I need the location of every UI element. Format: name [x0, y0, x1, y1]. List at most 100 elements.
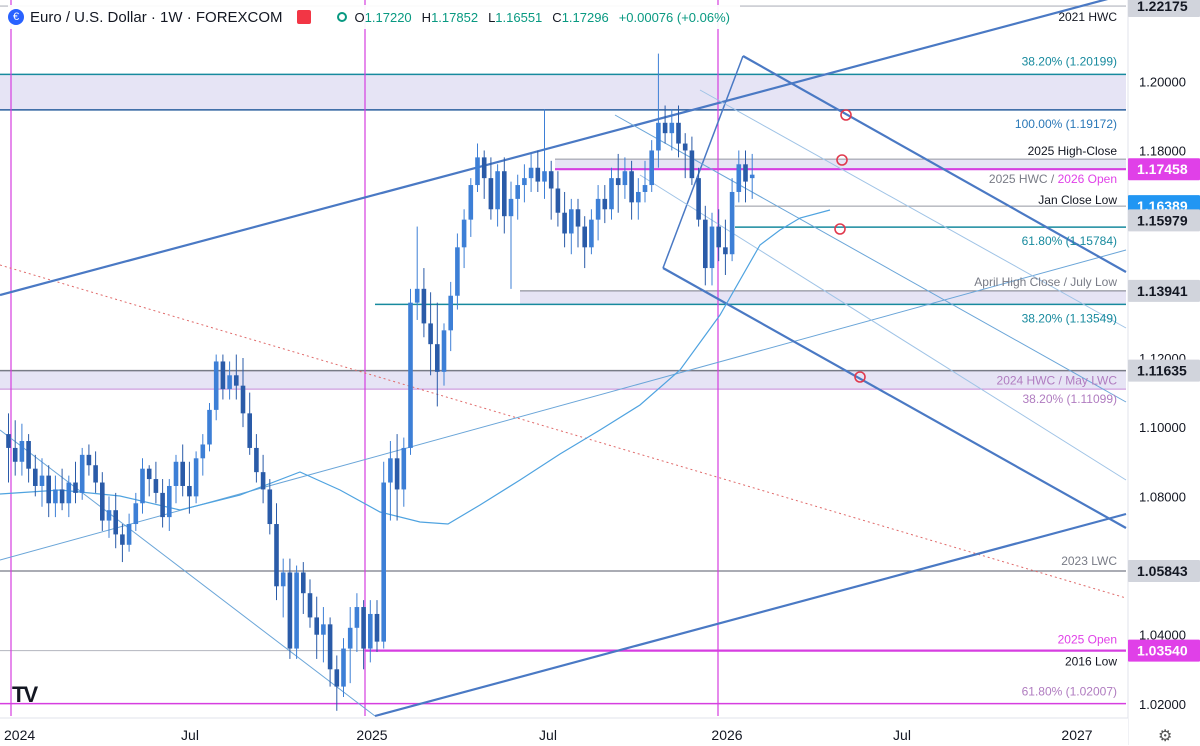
- candle: [354, 593, 360, 653]
- zone-1.19-1.20: [0, 74, 1126, 110]
- candle: [602, 185, 608, 224]
- touch-point-marker-1: [836, 154, 848, 166]
- candle: [247, 392, 252, 455]
- pitchfork-inner-line-lower: [639, 174, 1127, 481]
- candle-body: [46, 475, 51, 504]
- candle-body: [287, 572, 293, 649]
- descending-trendline: [0, 429, 376, 717]
- candle: [213, 354, 219, 421]
- candle-body: [301, 572, 306, 594]
- candle-body: [53, 489, 58, 504]
- candle: [193, 451, 199, 504]
- candle-body: [66, 482, 72, 504]
- candle-body: [388, 458, 393, 483]
- y-tick-label: 1.02000: [1139, 697, 1186, 712]
- candle: [267, 479, 273, 535]
- candle-body: [435, 344, 440, 372]
- touch-point-marker-0: [840, 109, 852, 121]
- candle: [53, 475, 58, 518]
- candle: [642, 160, 648, 203]
- candle: [100, 472, 105, 531]
- y-tick-label: 1.04000: [1139, 628, 1186, 643]
- candle-body: [495, 171, 500, 210]
- pitchfork-upper-tine: [742, 55, 1127, 273]
- candle: [749, 153, 755, 199]
- pitchfork-inner-line-upper: [699, 89, 1127, 329]
- candle-body: [696, 178, 701, 220]
- candle-body: [19, 441, 25, 462]
- y-tick-label: 1.20000: [1139, 74, 1186, 89]
- price-label-text: 1.13941: [1137, 283, 1188, 299]
- flag-icon[interactable]: [296, 10, 311, 24]
- candle-body: [12, 447, 18, 462]
- price-label-badge: [1128, 559, 1200, 582]
- candle: [113, 492, 118, 549]
- candle-body: [294, 572, 299, 649]
- price-label-badge: [1128, 0, 1200, 18]
- time-axis-background: [0, 718, 1128, 745]
- annotation-text: 2024 HWC / May LWC: [997, 374, 1118, 388]
- candle-body: [368, 613, 373, 649]
- candle: [428, 292, 433, 376]
- zone-1.111-1.116: [0, 370, 1126, 390]
- candle: [381, 461, 386, 649]
- candle-body: [374, 613, 380, 642]
- candle-body: [39, 475, 45, 486]
- candle: [73, 461, 78, 504]
- candle: [220, 354, 226, 400]
- candle: [46, 465, 51, 518]
- candle: [609, 167, 614, 220]
- candle: [321, 607, 326, 663]
- candle: [468, 178, 474, 237]
- candle-body: [254, 447, 259, 473]
- candle-body: [307, 593, 313, 618]
- candle: [294, 565, 299, 659]
- candle-body: [361, 607, 366, 649]
- candle-body: [428, 323, 433, 345]
- candle-body: [267, 489, 273, 525]
- candle: [515, 174, 520, 220]
- candle-body: [502, 171, 507, 217]
- candle-body: [86, 454, 92, 466]
- candle: [723, 219, 728, 275]
- annotation-text: 2016 Low: [1065, 655, 1117, 669]
- candle: [455, 233, 460, 310]
- candle-body: [642, 185, 648, 192]
- candle-body: [227, 375, 232, 390]
- candle: [488, 157, 494, 220]
- candle-body: [274, 524, 279, 587]
- candle-body: [6, 434, 11, 448]
- candle-body: [347, 627, 353, 649]
- candle-body: [662, 122, 668, 134]
- candle: [716, 209, 721, 262]
- price-label-badge: [1128, 359, 1200, 382]
- candle-body: [555, 188, 561, 213]
- candle-body: [401, 447, 407, 490]
- candle: [703, 205, 708, 286]
- candle: [582, 216, 587, 269]
- annotation-label: 2025 HWC / 2026 Open: [989, 172, 1117, 186]
- candle: [274, 503, 279, 601]
- tradingview-logo[interactable]: TV: [12, 682, 38, 707]
- annotation-text: 2025 High-Close: [1028, 144, 1118, 158]
- candle-body: [622, 171, 628, 186]
- candle-body: [669, 122, 675, 134]
- settings-gear-icon[interactable]: ⚙: [1158, 728, 1173, 745]
- candle-body: [736, 164, 742, 192]
- candle-body: [59, 489, 65, 504]
- candle-body: [207, 409, 212, 445]
- candle-body: [629, 171, 634, 203]
- candle-body: [93, 465, 98, 483]
- ohlc-close: C1.17296: [552, 9, 609, 25]
- candle-body: [615, 178, 621, 186]
- candle: [401, 437, 407, 507]
- annotation-label: 2025 Open: [1058, 633, 1117, 647]
- candle-body: [421, 288, 427, 324]
- candle: [676, 105, 681, 158]
- candle: [441, 323, 447, 386]
- candle-body: [716, 226, 721, 248]
- candle: [481, 150, 487, 199]
- symbol-title[interactable]: Euro / U.S. Dollar · 1W · FOREXCOM: [30, 8, 283, 26]
- candle: [140, 458, 145, 514]
